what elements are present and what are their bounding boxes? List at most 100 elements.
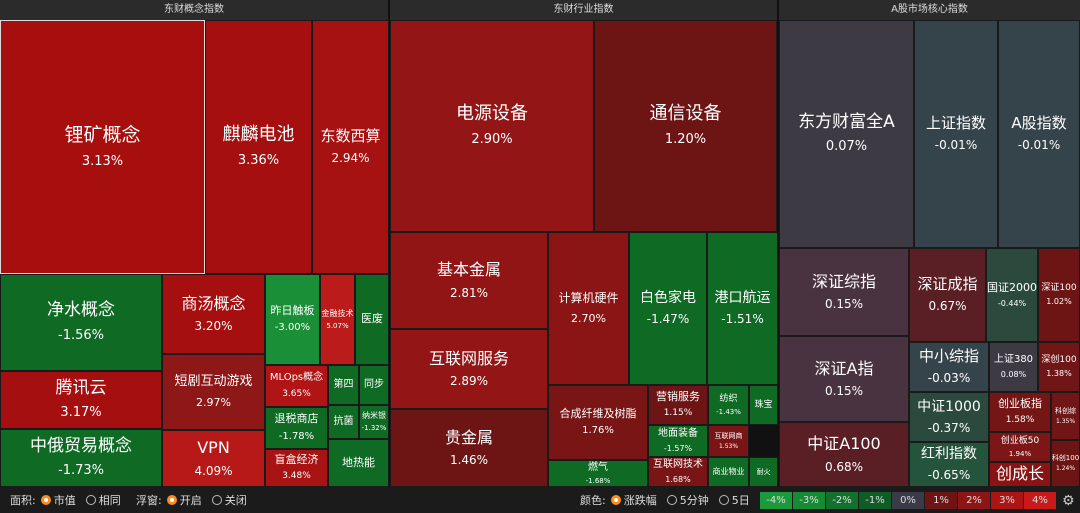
color-scale-step[interactable]: -2%	[826, 492, 858, 509]
tile-change: -1.57%	[663, 443, 693, 453]
color-scale-step[interactable]: -3%	[793, 492, 825, 509]
float-on-radio[interactable]	[166, 495, 177, 505]
treemap-tile[interactable]: 净水概念 -1.56%	[0, 274, 162, 371]
treemap-tile[interactable]: 东方财富全A 0.07%	[779, 20, 914, 248]
treemap-tile[interactable]: 深证A指 0.15%	[779, 336, 909, 422]
tile-change: 1.94%	[1008, 449, 1032, 458]
treemap-tile[interactable]: 互联网技术 1.68%	[648, 457, 708, 487]
treemap-tile[interactable]: 基本金属 2.81%	[390, 232, 548, 329]
tile-name: 纳米银	[362, 411, 386, 421]
treemap-tile[interactable]: 中证A100 0.68%	[779, 422, 909, 487]
color-scale-step[interactable]: 3%	[991, 492, 1023, 509]
color-scale-step[interactable]: 2%	[958, 492, 990, 509]
treemap-tile[interactable]: A股指数 -0.01%	[998, 20, 1080, 248]
treemap-tile[interactable]: 贵金属 1.46%	[390, 409, 548, 487]
treemap-tile[interactable]: 商业物业	[708, 457, 749, 487]
treemap-tile[interactable]: 上证380 0.08%	[989, 342, 1038, 392]
treemap-tile[interactable]: 耐火	[749, 457, 778, 487]
tile-name: 合成纤维及树脂	[559, 406, 637, 420]
treemap-tile[interactable]: 深创100 1.38%	[1038, 342, 1080, 392]
treemap-tile[interactable]: 抗菌	[328, 405, 359, 439]
tile-change: 4.09%	[194, 463, 233, 478]
color-5day-label[interactable]: 5日	[731, 494, 750, 507]
treemap-tile[interactable]: 中小综指 -0.03%	[909, 342, 989, 392]
treemap-tile[interactable]: 互联网服务 2.89%	[390, 329, 548, 409]
treemap-tile[interactable]: 白色家电 -1.47%	[629, 232, 707, 385]
tile-name: 盲盒经济	[274, 452, 319, 466]
tile-change: -0.03%	[927, 371, 971, 386]
treemap-tile[interactable]: 通信设备 1.20%	[594, 20, 777, 232]
treemap-tile[interactable]: VPN 4.09%	[162, 430, 265, 487]
treemap-tile[interactable]: 商汤概念 3.20%	[162, 274, 265, 354]
area-market-cap-radio[interactable]	[40, 495, 51, 505]
area-equal-label[interactable]: 相同	[98, 494, 121, 507]
treemap-tile[interactable]: 互联网商 1.53%	[708, 425, 749, 457]
treemap-tile[interactable]: 燃气 -1.68%	[548, 460, 648, 487]
color-scale-step[interactable]: 0%	[892, 492, 924, 509]
treemap-tile[interactable]: 锂矿概念 3.13%	[0, 20, 205, 274]
color-5day-radio[interactable]	[718, 495, 729, 505]
treemap-tile[interactable]: 红利指数 -0.65%	[909, 442, 989, 487]
treemap-tile[interactable]: 纳米银 -1.32%	[359, 405, 389, 439]
treemap-tile[interactable]: MLOps概念 3.65%	[265, 365, 328, 407]
treemap-tile[interactable]: 纺织 -1.43%	[708, 385, 749, 425]
treemap-tile[interactable]: 地热能	[328, 439, 389, 487]
tile-change: 3.65%	[282, 388, 311, 399]
treemap-tile[interactable]: 金融技术 5.07%	[320, 274, 355, 365]
tile-name: 商汤概念	[181, 293, 246, 313]
float-off-label[interactable]: 关闭	[224, 494, 247, 507]
color-scale-step[interactable]: -1%	[859, 492, 891, 509]
treemap-tile[interactable]: 退税商店 -1.78%	[265, 407, 328, 449]
treemap-tile[interactable]: 科创100 1.24%	[1051, 440, 1080, 487]
area-market-cap-label[interactable]: 市值	[53, 494, 76, 507]
treemap-tile[interactable]: 盲盒经济 3.48%	[265, 449, 328, 487]
tile-name: 地热能	[342, 455, 375, 469]
tile-name: 纺织	[719, 393, 738, 404]
color-5min-label[interactable]: 5分钟	[679, 494, 709, 507]
treemap-tile[interactable]: 深证成指 0.67%	[909, 248, 986, 342]
color-scale-step[interactable]: -4%	[760, 492, 792, 509]
treemap-tile[interactable]: 深证100 1.02%	[1038, 248, 1080, 342]
color-mode-group: 颜色: 涨跌幅 5分钟 5日	[580, 487, 750, 513]
treemap-tile[interactable]: 短剧互动游戏 2.97%	[162, 354, 265, 430]
treemap-tile[interactable]: 同步	[359, 365, 389, 405]
tile-change: -1.51%	[721, 312, 764, 327]
treemap-tile[interactable]: 营销服务 1.15%	[648, 385, 708, 425]
treemap-tile[interactable]: 第四	[328, 365, 359, 405]
treemap-tile[interactable]: 港口航运 -1.51%	[707, 232, 778, 385]
tile-name: 第四	[333, 379, 354, 391]
tile-change: 2.89%	[449, 374, 489, 388]
treemap-tile[interactable]: 创业板50 1.94%	[989, 432, 1051, 462]
tile-change: 2.81%	[449, 285, 489, 300]
treemap-tile[interactable]: 计算机硬件 2.70%	[548, 232, 629, 385]
treemap-tile[interactable]: 上证指数 -0.01%	[914, 20, 998, 248]
color-scale-step[interactable]: 1%	[925, 492, 957, 509]
tile-change: 2.97%	[196, 395, 231, 409]
treemap-tile[interactable]: 创业板指 1.58%	[989, 392, 1051, 432]
treemap-tile[interactable]: 珠宝	[749, 385, 778, 425]
treemap-tile[interactable]: 昨日触板 -3.00%	[265, 274, 320, 365]
treemap-tile[interactable]: 电源设备 2.90%	[390, 20, 594, 232]
color-change-radio[interactable]	[610, 495, 621, 505]
treemap-tile[interactable]: 麒麟电池 3.36%	[205, 20, 312, 274]
float-off-radio[interactable]	[211, 495, 222, 505]
color-5min-radio[interactable]	[666, 495, 677, 505]
treemap-tile[interactable]: 东数西算 2.94%	[312, 20, 389, 274]
gear-icon[interactable]: ⚙	[1062, 493, 1075, 509]
treemap-tile[interactable]: 腾讯云 3.17%	[0, 371, 162, 429]
treemap-tile[interactable]: 合成纤维及树脂 1.76%	[548, 385, 648, 460]
treemap-tile[interactable]: 医废	[355, 274, 389, 365]
tile-name: 贵金属	[444, 427, 493, 447]
treemap-tile[interactable]: 国证2000 -0.44%	[986, 248, 1038, 342]
treemap-tile[interactable]: 科创综 1.35%	[1051, 392, 1080, 440]
color-change-label[interactable]: 涨跌幅	[623, 494, 657, 507]
treemap-tile[interactable]: 地面装备 -1.57%	[648, 425, 708, 457]
tile-name: 中证1000	[917, 398, 981, 415]
float-on-label[interactable]: 开启	[179, 494, 202, 507]
treemap-tile[interactable]: 深证综指 0.15%	[779, 248, 909, 336]
treemap-tile[interactable]: 中俄贸易概念 -1.73%	[0, 429, 162, 487]
color-scale-step[interactable]: 4%	[1024, 492, 1056, 509]
area-equal-radio[interactable]	[85, 495, 96, 505]
treemap-tile[interactable]: 中证1000 -0.37%	[909, 392, 989, 442]
treemap-tile[interactable]: 创成长	[989, 462, 1051, 487]
